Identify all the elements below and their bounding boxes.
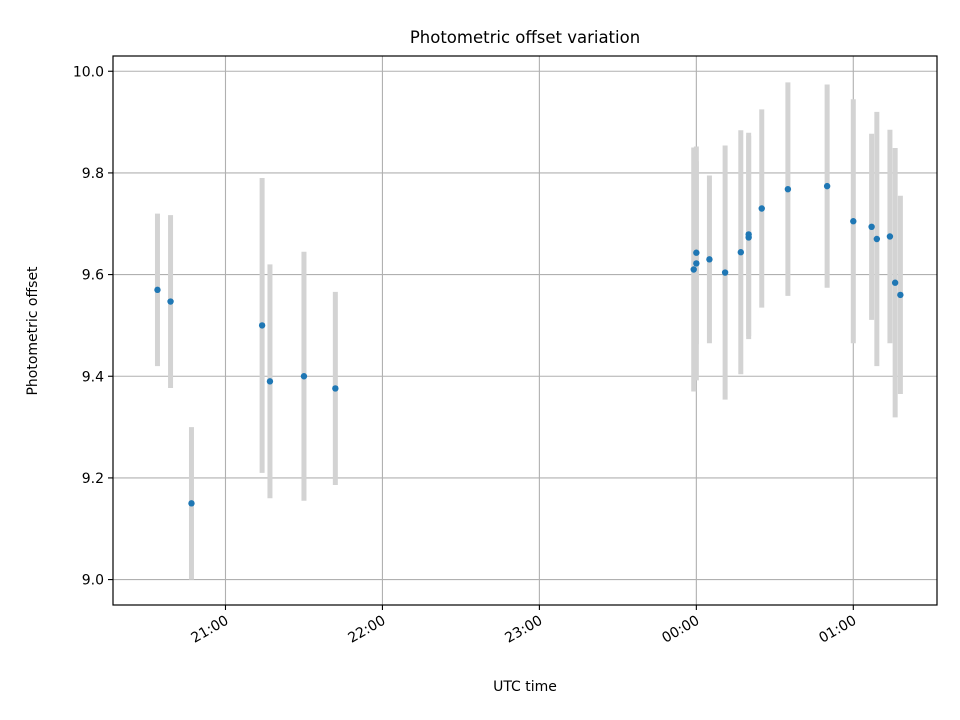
data-point (300, 373, 308, 380)
data-point (868, 223, 875, 230)
data-point (745, 231, 752, 238)
data-point (784, 185, 792, 193)
data-point (693, 260, 700, 267)
data-point (758, 205, 765, 212)
x-axis-label: UTC time (493, 679, 557, 695)
plot-frame (112, 55, 938, 606)
data-point (154, 286, 161, 294)
data-point (891, 279, 899, 286)
data-point (706, 256, 713, 263)
data-point (167, 298, 174, 305)
data-point (721, 269, 729, 276)
data-point (332, 385, 339, 392)
data-point (873, 235, 881, 243)
y-tick-label: 10.0 (73, 64, 104, 80)
y-tick-label: 9.2 (82, 471, 104, 487)
y-tick-label: 9.4 (82, 369, 104, 385)
data-point (737, 249, 745, 256)
data-point (266, 378, 274, 385)
data-points (154, 182, 904, 507)
data-point (690, 266, 697, 273)
data-point (188, 500, 195, 507)
data-point (823, 182, 831, 190)
y-tick-label: 9.6 (82, 268, 104, 284)
y-tick-label: 9.0 (82, 573, 104, 589)
data-point (850, 218, 857, 225)
data-point (693, 249, 700, 256)
data-point (897, 291, 904, 299)
data-point (258, 322, 266, 329)
y-axis-label: Photometric offset (25, 266, 41, 396)
y-tick-label: 9.8 (82, 166, 104, 182)
y-axis-ticks: 9.0 9.2 9.4 9.6 9.8 10.0 (73, 64, 113, 589)
data-point (886, 233, 894, 240)
chart-title: Photometric offset variation (410, 28, 640, 47)
